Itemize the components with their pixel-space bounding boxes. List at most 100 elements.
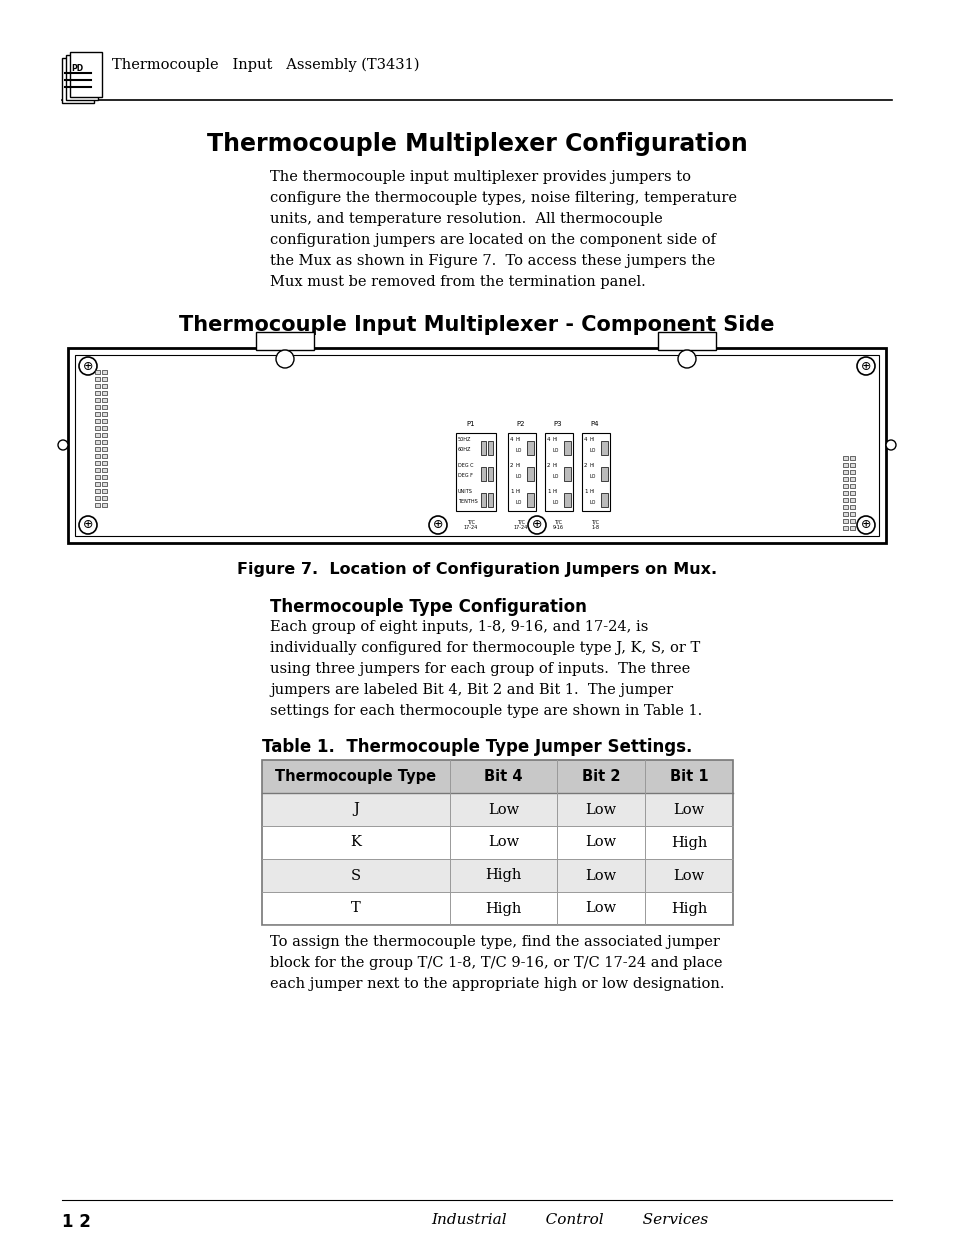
Bar <box>563 441 571 454</box>
Bar <box>849 498 854 501</box>
Bar <box>102 503 107 508</box>
Text: LO: LO <box>553 500 558 505</box>
Circle shape <box>79 357 97 375</box>
Text: Figure 7.  Location of Configuration Jumpers on Mux.: Figure 7. Location of Configuration Jump… <box>236 562 717 577</box>
Bar <box>102 454 107 458</box>
Bar <box>262 760 732 793</box>
Text: T/C
17-24: T/C 17-24 <box>463 519 477 530</box>
Bar <box>480 493 485 508</box>
Bar <box>842 513 847 516</box>
Text: Low: Low <box>585 803 616 816</box>
Text: HI: HI <box>516 437 520 442</box>
Bar <box>102 489 107 493</box>
Bar <box>102 391 107 395</box>
Text: configuration jumpers are located on the component side of: configuration jumpers are located on the… <box>270 233 716 247</box>
Text: ⊕: ⊕ <box>860 519 870 531</box>
Text: 1 2: 1 2 <box>62 1213 91 1231</box>
Bar <box>95 398 100 403</box>
Bar <box>842 498 847 501</box>
Text: Low: Low <box>673 868 704 883</box>
Bar <box>95 419 100 424</box>
Bar <box>480 441 485 454</box>
Bar <box>526 467 534 480</box>
Bar <box>102 412 107 416</box>
Text: LO: LO <box>589 474 596 479</box>
Bar <box>102 426 107 430</box>
Text: Thermocouple   Input   Assembly (T3431): Thermocouple Input Assembly (T3431) <box>112 58 419 73</box>
Text: Industrial        Control        Services: Industrial Control Services <box>431 1213 708 1228</box>
Bar <box>849 477 854 480</box>
Text: Thermocouple Type: Thermocouple Type <box>275 769 436 784</box>
Bar <box>526 441 534 454</box>
Bar <box>102 440 107 445</box>
Text: HI: HI <box>516 463 520 468</box>
Bar <box>102 384 107 388</box>
Bar <box>480 467 485 480</box>
Bar <box>68 348 885 543</box>
Bar <box>255 332 314 350</box>
Text: LO: LO <box>553 448 558 453</box>
Bar <box>849 484 854 488</box>
Text: High: High <box>670 836 706 850</box>
Bar <box>102 468 107 472</box>
Bar <box>563 493 571 508</box>
Bar <box>262 793 732 826</box>
Bar <box>849 463 854 467</box>
Bar <box>75 354 878 536</box>
Text: each jumper next to the appropriate high or low designation.: each jumper next to the appropriate high… <box>270 977 723 990</box>
Text: K: K <box>350 836 361 850</box>
Bar <box>849 526 854 530</box>
Text: configure the thermocouple types, noise filtering, temperature: configure the thermocouple types, noise … <box>270 191 737 205</box>
Bar <box>95 433 100 437</box>
Text: HI: HI <box>553 437 558 442</box>
Bar <box>526 493 534 508</box>
Text: 1: 1 <box>583 489 587 494</box>
Text: High: High <box>485 868 521 883</box>
Text: 2: 2 <box>510 463 513 468</box>
Text: Bit 2: Bit 2 <box>581 769 619 784</box>
Bar <box>95 496 100 500</box>
Bar <box>849 471 854 474</box>
Bar <box>95 503 100 508</box>
Text: HI: HI <box>553 463 558 468</box>
Bar <box>849 519 854 522</box>
Text: LO: LO <box>516 500 522 505</box>
Circle shape <box>79 516 97 534</box>
Bar <box>842 477 847 480</box>
Bar <box>95 384 100 388</box>
Bar <box>102 433 107 437</box>
Bar <box>102 419 107 424</box>
Text: ⊕: ⊕ <box>860 359 870 373</box>
Bar <box>842 463 847 467</box>
Circle shape <box>58 440 68 450</box>
Bar <box>262 826 732 860</box>
Bar <box>102 482 107 487</box>
Text: 4: 4 <box>583 437 587 442</box>
Text: High: High <box>670 902 706 915</box>
Text: Low: Low <box>487 836 518 850</box>
Text: 4: 4 <box>510 437 513 442</box>
Text: HI: HI <box>589 463 595 468</box>
Bar <box>66 56 98 100</box>
Bar <box>658 332 716 350</box>
Text: 60HZ: 60HZ <box>457 447 471 452</box>
Text: LO: LO <box>553 474 558 479</box>
Bar <box>842 526 847 530</box>
Text: Table 1.  Thermocouple Type Jumper Settings.: Table 1. Thermocouple Type Jumper Settin… <box>261 739 692 756</box>
Circle shape <box>678 350 696 368</box>
Text: 50HZ: 50HZ <box>457 437 471 442</box>
Bar <box>95 377 100 382</box>
Text: using three jumpers for each group of inputs.  The three: using three jumpers for each group of in… <box>270 662 690 676</box>
Text: 1: 1 <box>510 489 513 494</box>
Bar <box>95 391 100 395</box>
Text: HI: HI <box>589 489 595 494</box>
Text: Each group of eight inputs, 1‐8, 9‐16, and 17‐24, is: Each group of eight inputs, 1‐8, 9‐16, a… <box>270 620 648 634</box>
Text: T/C
17-24: T/C 17-24 <box>514 519 528 530</box>
Bar <box>488 441 493 454</box>
Bar <box>95 475 100 479</box>
Text: ⊕: ⊕ <box>433 519 443 531</box>
Text: UNITS: UNITS <box>457 489 473 494</box>
Circle shape <box>856 357 874 375</box>
Text: individually configured for thermocouple type J, K, S, or T: individually configured for thermocouple… <box>270 641 700 655</box>
Text: units, and temperature resolution.  All thermocouple: units, and temperature resolution. All t… <box>270 212 662 226</box>
